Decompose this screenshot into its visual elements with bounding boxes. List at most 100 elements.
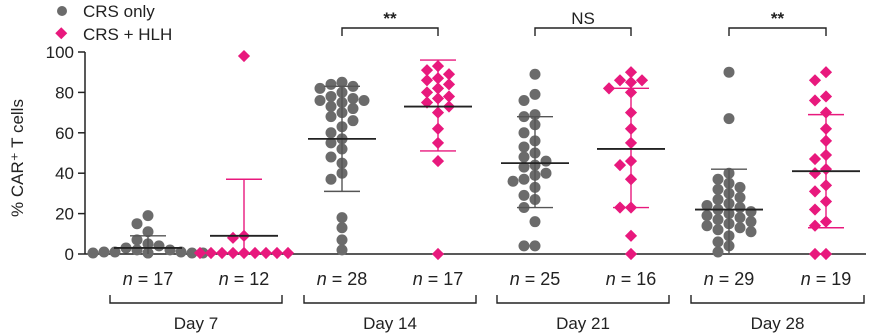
significance-bracket <box>534 27 632 36</box>
day-label: Day 28 <box>751 314 805 333</box>
data-point-crs-hlh <box>624 247 638 261</box>
data-point-crs-hlh <box>808 203 822 216</box>
data-point-crs-hlh <box>215 246 229 260</box>
data-point-crs-only <box>712 214 724 226</box>
data-point-crs-hlh <box>808 185 822 198</box>
data-point-crs-hlh <box>808 167 822 180</box>
data-point-crs-hlh <box>259 246 273 260</box>
data-point-crs-only <box>507 175 519 187</box>
data-point-crs-only <box>325 137 337 149</box>
data-point-crs-hlh <box>808 94 822 107</box>
data-point-crs-hlh <box>442 78 456 91</box>
data-point-crs-hlh <box>635 74 649 87</box>
data-point-crs-only <box>518 151 530 163</box>
y-tick-label: 0 <box>65 245 74 264</box>
data-point-crs-hlh <box>431 154 445 168</box>
day-bracket <box>496 295 670 304</box>
data-point-crs-only <box>712 183 724 195</box>
data-point-crs-only <box>745 226 757 238</box>
axes: 0 20 40 60 80 100 <box>46 43 866 264</box>
data-point-crs-hlh <box>624 229 638 242</box>
data-point-crs-hlh <box>808 152 822 166</box>
data-point-crs-only <box>314 82 326 94</box>
significance-label: ** <box>383 9 397 28</box>
data-point-crs-only <box>336 76 348 88</box>
data-point-crs-only <box>734 212 746 224</box>
data-point-crs-only <box>712 246 724 258</box>
day-label: Day 7 <box>174 314 218 333</box>
data-point-crs-only <box>701 220 713 232</box>
data-point-crs-only <box>529 109 541 121</box>
data-point-crs-only <box>518 240 530 252</box>
day-label: Day 21 <box>556 314 610 333</box>
data-point-crs-only <box>701 200 713 212</box>
data-point-crs-hlh <box>193 246 207 260</box>
day-bracket <box>303 295 477 304</box>
data-point-crs-only <box>518 189 530 201</box>
data-point-crs-hlh <box>226 246 240 260</box>
data-point-crs-only <box>325 111 337 123</box>
data-point-crs-only <box>518 161 530 173</box>
data-point-crs-hlh <box>204 246 218 260</box>
data-point-crs-hlh <box>226 231 240 244</box>
data-point-crs-hlh <box>808 219 822 232</box>
n-label: n = 16 <box>606 269 657 289</box>
data-point-crs-only <box>529 88 541 100</box>
n-label: n = 29 <box>704 269 755 289</box>
n-label: n = 17 <box>413 269 464 289</box>
data-point-crs-hlh <box>808 74 822 87</box>
n-label: n = 19 <box>801 269 852 289</box>
legend-label-crs-hlh: CRS + HLH <box>83 25 172 44</box>
y-axis-title: % CAR⁺ T cells <box>8 99 27 217</box>
data-point-crs-only <box>325 173 337 185</box>
data-point-crs-only <box>734 181 746 193</box>
data-point-crs-hlh <box>819 247 833 261</box>
data-point-crs-only <box>529 68 541 80</box>
data-point-crs-hlh <box>420 74 434 87</box>
data-point-crs-hlh <box>613 74 627 87</box>
data-point-crs-only <box>358 94 370 106</box>
data-point-crs-only <box>325 151 337 163</box>
data-point-crs-only <box>518 127 530 139</box>
significance-bracket <box>341 27 439 36</box>
n-label: n = 12 <box>219 269 270 289</box>
data-point-crs-hlh <box>431 247 445 261</box>
data-point-crs-only <box>336 234 348 246</box>
data-point-crs-only <box>314 94 326 106</box>
y-tick-label: 60 <box>55 124 74 143</box>
data-point-crs-only <box>164 244 176 256</box>
data-point-crs-only <box>98 246 110 258</box>
data-point-crs-only <box>325 90 337 102</box>
n-label: n = 17 <box>123 269 174 289</box>
data-point-crs-only <box>745 216 757 228</box>
data-point-crs-only <box>745 206 757 218</box>
data-point-crs-only <box>529 216 541 228</box>
data-point-crs-only <box>734 191 746 203</box>
data-point-crs-only <box>325 78 337 90</box>
data-point-crs-hlh <box>819 90 833 103</box>
data-point-crs-only <box>109 246 121 258</box>
data-point-crs-only <box>131 218 143 230</box>
data-point-crs-only <box>175 246 187 258</box>
data-point-crs-only <box>540 167 552 179</box>
data-point-crs-only <box>336 222 348 234</box>
data-point-crs-only <box>325 127 337 139</box>
data-point-crs-only <box>518 94 530 106</box>
y-tick-label: 20 <box>55 205 74 224</box>
data-point-crs-only <box>734 222 746 234</box>
data-point-crs-only <box>87 247 99 259</box>
data-point-crs-hlh <box>808 247 822 261</box>
data-point-crs-only <box>723 66 735 78</box>
data-point-crs-only <box>131 234 143 246</box>
data-point-crs-only <box>347 92 359 104</box>
data-point-crs-only <box>734 202 746 214</box>
day-bracket <box>690 295 865 304</box>
data-point-crs-only <box>142 210 154 222</box>
data-point-crs-only <box>540 155 552 167</box>
legend-marker-crs-only <box>57 6 67 16</box>
n-label: n = 25 <box>510 269 561 289</box>
data-point-crs-only <box>518 173 530 185</box>
data-point-crs-only <box>325 101 337 113</box>
data-point-crs-hlh <box>281 246 295 260</box>
